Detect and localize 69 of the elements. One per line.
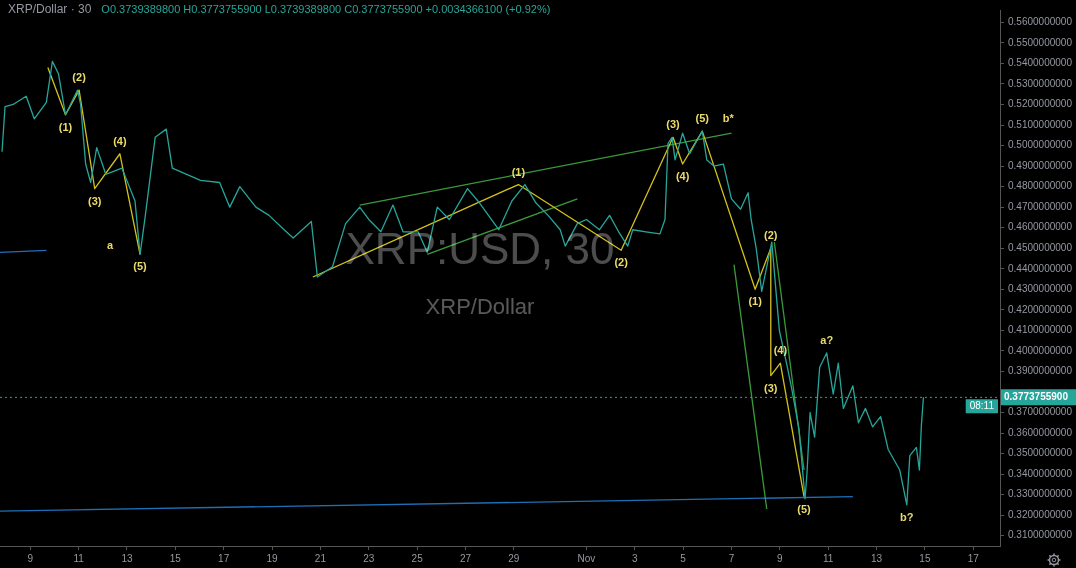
x-tick-label: 11 (73, 552, 85, 564)
annotation: (4) (113, 134, 127, 147)
y-tick-label: 0.4100000000 (1008, 324, 1073, 336)
y-tick-label: 0.3700000000 (1008, 406, 1073, 418)
y-tick-label: 0.4500000000 (1008, 241, 1073, 253)
y-tick-label: 0.5400000000 (1008, 57, 1073, 69)
x-tick-label: 15 (919, 552, 931, 564)
annotation: b? (900, 510, 914, 523)
y-tick-label: 0.3300000000 (1008, 488, 1073, 500)
x-tick-label: 7 (728, 552, 735, 564)
chart-subtitle: O0.3739389800 H0.3773755900 L0.3739389800 C0.3773755900 +0.0034366100 (+0.92%) (101, 3, 551, 16)
x-tick-label: 9 (27, 552, 34, 564)
y-tick-label: 0.4400000000 (1008, 262, 1073, 274)
ref-line-label: 0.3773755900 (1004, 391, 1069, 403)
annotation: (2) (764, 229, 778, 242)
x-tick-label: 13 (871, 552, 883, 564)
x-tick-label: 21 (314, 552, 327, 564)
annotation: 08:11 (969, 400, 995, 412)
annotation: a? (820, 333, 834, 346)
annotation: (5) (695, 112, 710, 125)
annotation: (2) (614, 256, 629, 269)
annotation: (4) (773, 344, 788, 357)
x-tick-label: 13 (121, 552, 133, 564)
annotation: (3) (764, 381, 778, 394)
annotation: XRP/Dollar (425, 294, 535, 320)
y-tick-label: 0.5600000000 (1008, 16, 1073, 28)
y-tick-label: 0.4900000000 (1008, 159, 1073, 171)
y-tick-label: 0.4800000000 (1008, 180, 1073, 192)
y-tick-label: 0.5500000000 (1008, 36, 1073, 48)
y-tick-label: 0.5100000000 (1008, 118, 1073, 130)
x-tick-label: 3 (631, 552, 638, 564)
annotation: (1) (748, 295, 763, 308)
x-tick-label: 17 (967, 552, 980, 564)
x-tick-label: 27 (459, 552, 472, 564)
x-tick-label: 29 (508, 552, 520, 564)
x-tick-label: 25 (411, 552, 424, 564)
annotation: (3) (87, 194, 102, 207)
y-tick-label: 0.4600000000 (1008, 221, 1073, 233)
y-tick-label: 0.3200000000 (1008, 508, 1073, 520)
y-tick-label: 0.3500000000 (1008, 447, 1073, 459)
annotation: (5) (133, 260, 148, 273)
y-tick-label: 0.4700000000 (1008, 200, 1073, 212)
y-tick-label: 0.4200000000 (1008, 303, 1073, 315)
x-tick-label: 9 (777, 552, 784, 564)
y-tick-label: 0.4000000000 (1008, 344, 1073, 356)
x-tick-label: 15 (169, 552, 182, 564)
y-tick-label: 0.5300000000 (1008, 77, 1073, 89)
y-tick-label: 0.3600000000 (1008, 426, 1073, 438)
x-tick-label: 11 (823, 552, 834, 564)
x-tick-label: 5 (680, 552, 687, 564)
y-tick-label: 0.5000000000 (1008, 139, 1073, 151)
y-tick-label: 0.3900000000 (1008, 365, 1073, 377)
x-tick-label: 17 (218, 552, 230, 564)
x-tick-label: 23 (363, 552, 375, 564)
annotation: (4) (675, 170, 690, 183)
annotation: (5) (797, 502, 812, 515)
x-tick-label: 19 (266, 552, 279, 564)
annotation: (2) (72, 71, 87, 84)
chart-title: XRP/Dollar · 30 (8, 2, 92, 17)
annotation: (3) (666, 118, 681, 131)
y-tick-label: 0.4300000000 (1008, 283, 1073, 295)
y-tick-label: 0.3100000000 (1008, 529, 1073, 541)
annotation: (1) (511, 165, 526, 178)
y-tick-label: 0.3400000000 (1008, 467, 1073, 479)
y-tick-label: 0.5200000000 (1008, 98, 1073, 110)
annotation: (1) (58, 120, 73, 133)
annotation: b* (722, 112, 735, 125)
x-tick-label: Nov (577, 552, 596, 564)
annotation: a (106, 239, 114, 252)
